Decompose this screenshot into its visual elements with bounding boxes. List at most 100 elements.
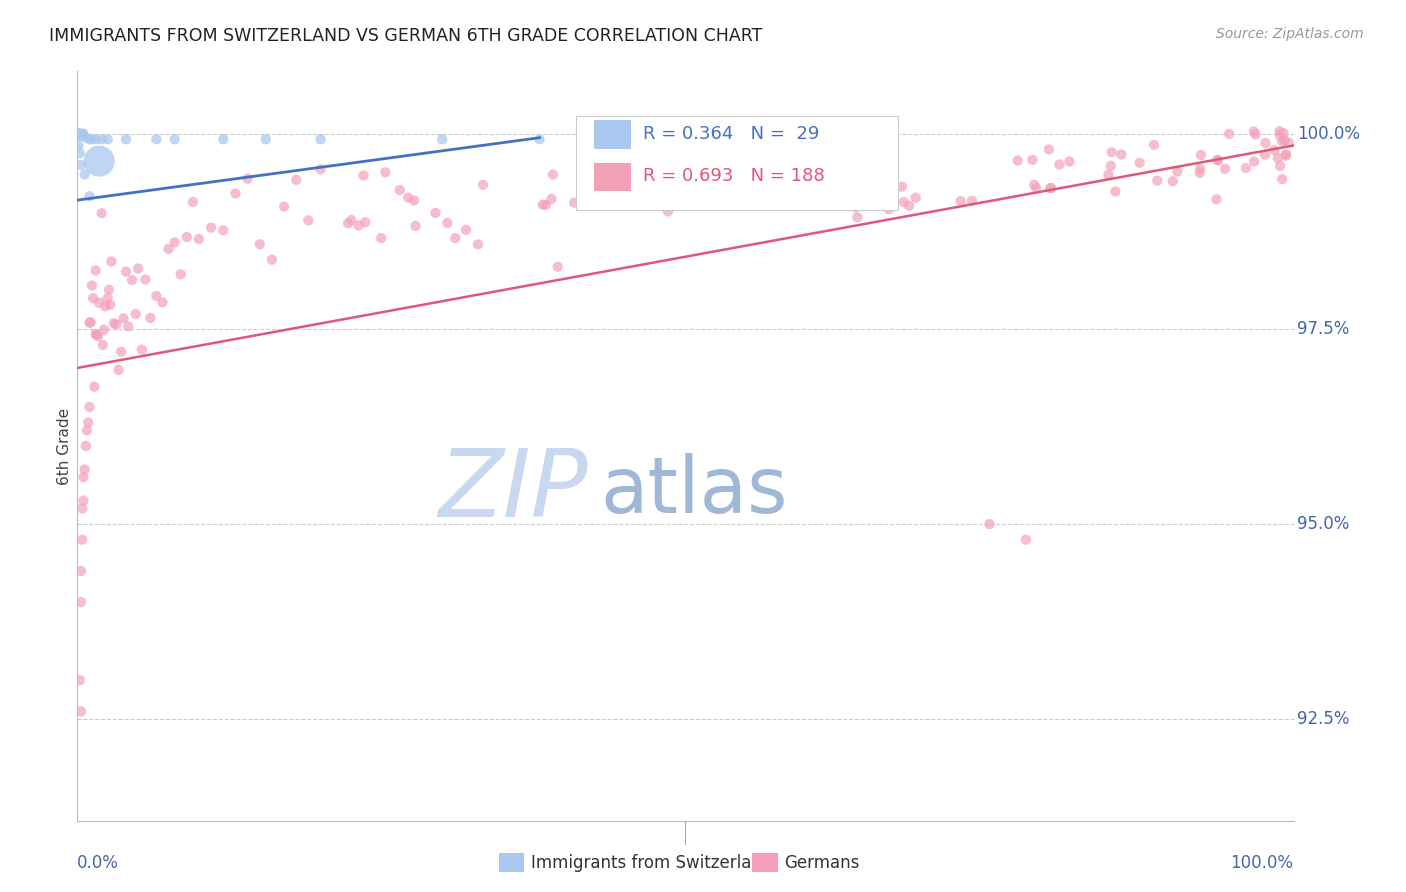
Text: IMMIGRANTS FROM SWITZERLAND VS GERMAN 6TH GRADE CORRELATION CHART: IMMIGRANTS FROM SWITZERLAND VS GERMAN 6T…: [49, 27, 762, 45]
Point: [121, 273, 143, 287]
Point: [347, 219, 370, 233]
Point: [97, 283, 120, 297]
Point: [1268, 124, 1291, 138]
Point: [1254, 147, 1277, 161]
Point: [110, 344, 132, 359]
Point: [623, 158, 645, 172]
Point: [84, 327, 107, 342]
Point: [86, 327, 108, 342]
Point: [72, 493, 94, 508]
Point: [73, 168, 96, 182]
Point: [224, 186, 246, 201]
Point: [616, 191, 638, 205]
Point: [75, 130, 97, 145]
Point: [72, 470, 94, 484]
Point: [70, 564, 93, 578]
Point: [1143, 137, 1166, 152]
Point: [1024, 178, 1046, 192]
Point: [79, 189, 101, 203]
Point: [898, 199, 921, 213]
Point: [783, 137, 806, 152]
Point: [370, 231, 392, 245]
Point: [69, 146, 91, 161]
Point: [1268, 159, 1291, 173]
Point: [72, 127, 94, 141]
Point: [402, 194, 425, 208]
Point: [1243, 154, 1265, 169]
Point: [83, 380, 105, 394]
Point: [89, 295, 111, 310]
Point: [84, 132, 107, 146]
Point: [79, 132, 101, 146]
Point: [430, 132, 453, 146]
FancyBboxPatch shape: [595, 162, 631, 191]
Point: [309, 132, 332, 146]
Point: [100, 254, 122, 268]
Point: [97, 132, 120, 146]
Point: [200, 220, 222, 235]
Point: [70, 128, 93, 143]
Point: [676, 127, 699, 141]
Text: 0.0%: 0.0%: [77, 855, 120, 872]
FancyBboxPatch shape: [576, 116, 898, 210]
Point: [127, 261, 149, 276]
Point: [1047, 157, 1070, 171]
Point: [273, 200, 295, 214]
Point: [337, 216, 360, 230]
FancyBboxPatch shape: [595, 120, 631, 149]
Text: R = 0.693   N = 188: R = 0.693 N = 188: [643, 168, 824, 186]
Point: [1040, 181, 1063, 195]
Point: [1278, 136, 1301, 150]
Point: [93, 323, 115, 337]
Point: [73, 462, 96, 476]
Point: [904, 191, 927, 205]
Point: [1268, 128, 1291, 142]
Point: [761, 168, 783, 182]
Point: [79, 316, 101, 330]
Point: [949, 194, 972, 209]
Text: 100.0%: 100.0%: [1230, 855, 1294, 872]
Point: [80, 315, 103, 329]
Point: [877, 202, 900, 217]
Point: [1254, 136, 1277, 150]
Point: [80, 278, 103, 293]
Point: [107, 363, 129, 377]
Point: [728, 182, 751, 196]
Point: [89, 154, 111, 169]
Point: [704, 195, 727, 210]
Point: [212, 132, 235, 146]
Point: [80, 132, 103, 146]
Point: [425, 206, 447, 220]
Point: [236, 171, 259, 186]
Point: [637, 161, 659, 176]
Point: [90, 132, 112, 146]
Point: [212, 223, 235, 237]
Y-axis label: 6th Grade: 6th Grade: [56, 408, 72, 484]
Point: [628, 149, 651, 163]
Point: [1234, 161, 1257, 175]
Point: [69, 673, 91, 688]
Point: [1021, 153, 1043, 167]
Point: [1025, 181, 1047, 195]
Point: [94, 299, 117, 313]
Point: [176, 230, 198, 244]
Point: [1271, 134, 1294, 148]
Point: [84, 263, 107, 277]
Point: [1099, 159, 1122, 173]
Point: [1205, 192, 1227, 206]
Text: ZIP: ZIP: [439, 445, 588, 536]
Point: [163, 132, 186, 146]
Point: [1015, 533, 1038, 547]
Point: [1166, 164, 1188, 178]
Point: [67, 127, 90, 141]
Text: 92.5%: 92.5%: [1298, 710, 1350, 728]
Point: [1104, 185, 1126, 199]
Point: [188, 232, 211, 246]
Point: [69, 127, 91, 141]
Point: [354, 215, 377, 229]
Point: [163, 235, 186, 250]
Point: [82, 291, 104, 305]
Point: [1272, 126, 1295, 140]
Point: [157, 242, 180, 256]
Point: [139, 310, 162, 325]
